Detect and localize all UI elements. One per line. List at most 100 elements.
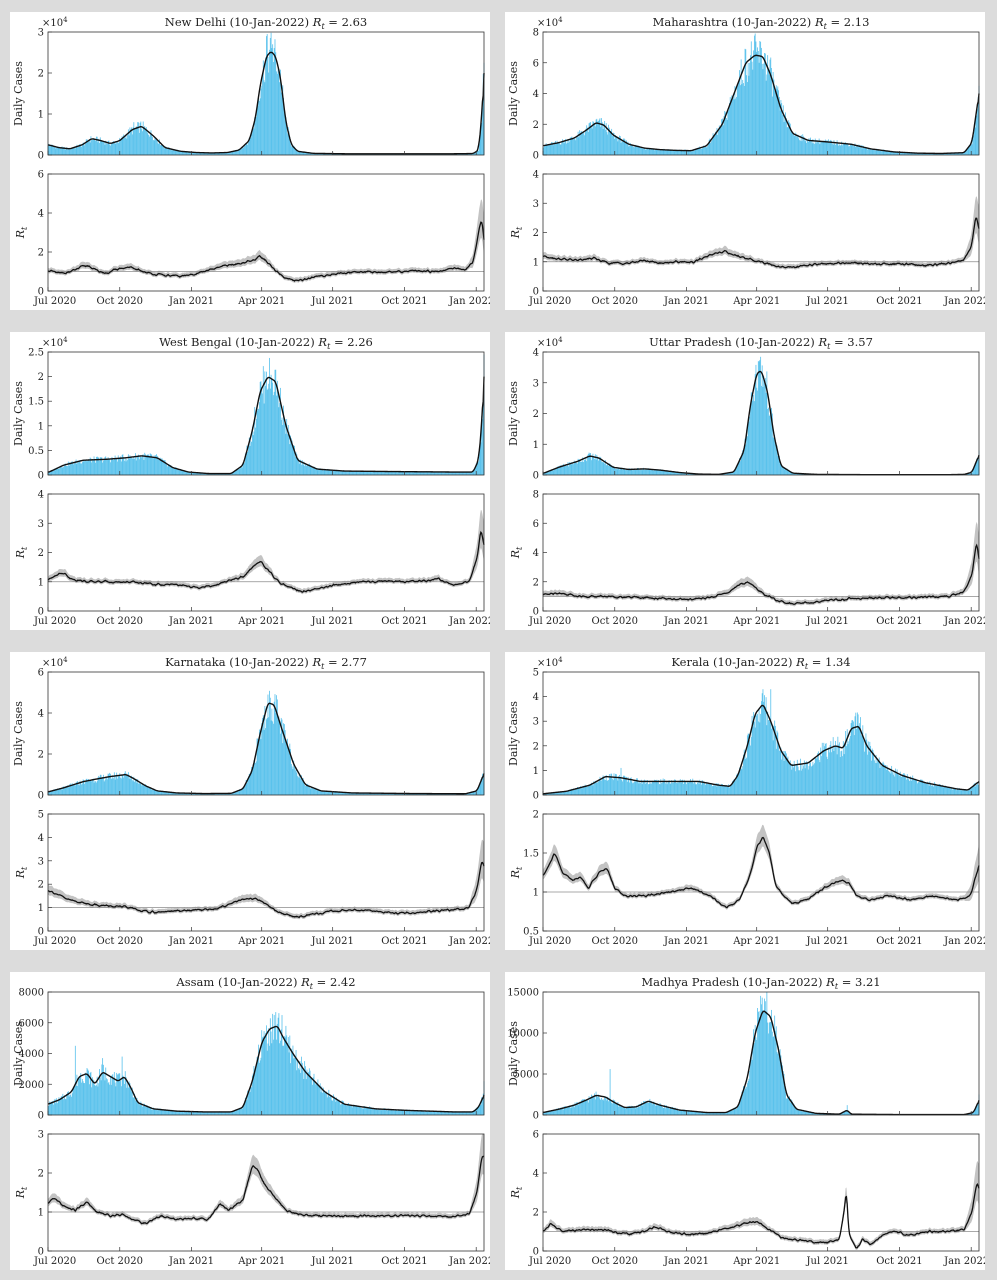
- case-bar: [375, 793, 377, 795]
- case-bar: [368, 471, 370, 475]
- case-bar: [325, 790, 327, 795]
- case-bar: [839, 145, 841, 155]
- cases-y-tick-label: 1: [38, 421, 44, 432]
- case-bar: [172, 468, 174, 475]
- case-bar: [59, 468, 61, 475]
- rt-y-tick-label: 0: [38, 927, 44, 938]
- case-bar: [730, 472, 732, 475]
- case-bar: [242, 147, 244, 155]
- case-bar: [264, 705, 266, 795]
- case-bar: [296, 454, 298, 475]
- case-bar: [194, 472, 196, 475]
- case-bar: [230, 1111, 232, 1115]
- case-bar: [810, 1112, 811, 1115]
- case-bar: [764, 706, 766, 795]
- case-bar: [336, 469, 338, 475]
- case-bar: [144, 452, 146, 475]
- case-bar: [356, 470, 358, 475]
- case-bar: [152, 789, 153, 795]
- case-bar: [743, 754, 744, 795]
- case-bar: [548, 1110, 549, 1115]
- case-bar: [637, 780, 639, 795]
- case-bar: [749, 1070, 751, 1115]
- case-bar: [227, 152, 228, 155]
- case-bar: [351, 470, 352, 475]
- case-bar: [724, 785, 726, 795]
- case-bar: [755, 1037, 757, 1115]
- case-bar: [192, 793, 194, 795]
- case-bar: [340, 1104, 342, 1115]
- case-bar: [620, 1106, 622, 1115]
- case-bar: [782, 1065, 783, 1115]
- case-bar: [801, 764, 803, 795]
- rt-y-tick-label: 2: [38, 880, 44, 891]
- case-bar: [977, 109, 978, 155]
- case-bar: [875, 150, 877, 155]
- case-bar: [395, 471, 397, 475]
- case-bar: [213, 153, 215, 155]
- case-bar: [255, 761, 257, 795]
- case-bar: [430, 793, 432, 795]
- case-bar: [312, 788, 314, 795]
- case-bar: [84, 461, 86, 475]
- case-bar: [275, 52, 277, 155]
- case-bar: [236, 1110, 238, 1115]
- case-bar: [266, 36, 267, 155]
- cases-scale-label: ×104: [537, 16, 563, 29]
- case-bar: [146, 786, 148, 795]
- case-bar: [620, 767, 622, 795]
- case-bar: [408, 471, 410, 475]
- case-bar: [719, 126, 721, 155]
- case-bar: [674, 1109, 676, 1115]
- case-bar: [736, 1106, 738, 1115]
- case-bar: [769, 1021, 771, 1115]
- case-bar: [414, 472, 416, 475]
- case-bar: [100, 457, 102, 475]
- case-bar: [607, 134, 609, 155]
- case-bar: [443, 1111, 445, 1115]
- case-bar: [423, 472, 425, 475]
- case-bar: [933, 153, 935, 155]
- case-bar: [172, 1109, 174, 1115]
- case-bar: [249, 773, 251, 795]
- case-bar: [273, 701, 275, 795]
- case-bar: [68, 787, 70, 795]
- case-bar: [860, 145, 862, 155]
- case-bar: [659, 1103, 661, 1115]
- case-bar: [221, 793, 223, 795]
- case-bar: [159, 791, 161, 795]
- case-bar: [86, 1068, 88, 1115]
- case-bar: [581, 131, 583, 155]
- case-bar: [163, 460, 164, 475]
- case-bar: [579, 1101, 581, 1115]
- case-bar: [438, 471, 440, 475]
- case-bar: [636, 1107, 638, 1115]
- case-bar: [771, 1031, 773, 1115]
- case-bar: [365, 470, 366, 475]
- case-bar: [641, 784, 643, 795]
- case-bar: [927, 783, 929, 795]
- case-bar: [647, 469, 648, 475]
- case-bar: [786, 1098, 788, 1115]
- case-bar: [785, 118, 787, 155]
- case-bar: [938, 784, 940, 795]
- case-bar: [590, 460, 592, 475]
- case-bar: [401, 471, 403, 475]
- case-bar: [289, 1035, 291, 1115]
- case-bar: [827, 759, 829, 795]
- case-bar: [92, 1079, 94, 1115]
- case-bar: [457, 1112, 458, 1115]
- case-bar: [633, 469, 634, 475]
- case-bar: [407, 471, 409, 475]
- case-bar: [437, 1110, 439, 1115]
- case-bar: [206, 1111, 208, 1115]
- case-bar: [656, 1105, 658, 1115]
- case-bar: [754, 374, 756, 475]
- case-bar: [198, 152, 200, 155]
- case-bar: [131, 1091, 132, 1115]
- case-bar: [543, 1111, 545, 1115]
- case-bar: [375, 154, 377, 155]
- case-bar: [147, 1106, 149, 1115]
- case-bar: [464, 472, 466, 475]
- case-bar: [251, 132, 252, 155]
